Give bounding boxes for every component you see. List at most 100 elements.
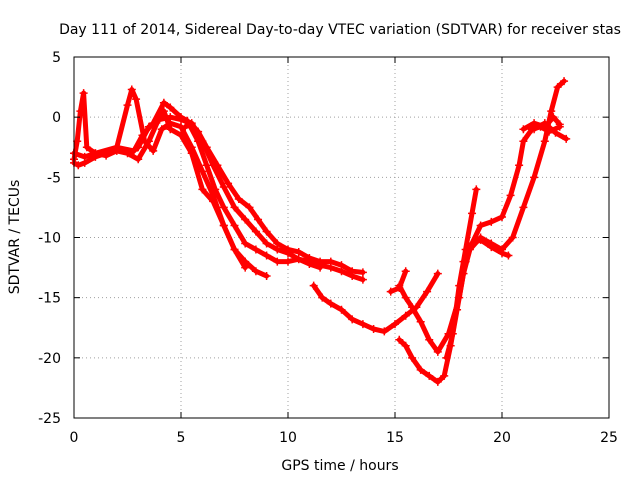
data-point xyxy=(155,115,164,124)
data-point xyxy=(540,137,549,146)
x-tick-label: 5 xyxy=(177,430,186,446)
data-point xyxy=(416,317,425,326)
data-point xyxy=(540,122,549,131)
data-point xyxy=(166,113,175,122)
data-point xyxy=(472,185,481,194)
data-point xyxy=(504,251,513,260)
data-point xyxy=(144,122,153,131)
data-point xyxy=(508,233,517,242)
x-tick-label: 10 xyxy=(279,430,297,446)
data-point xyxy=(134,155,143,164)
data-point xyxy=(519,137,528,146)
data-point xyxy=(551,128,560,137)
data-point xyxy=(309,281,318,290)
series-line xyxy=(71,87,270,279)
data-point xyxy=(498,249,506,258)
data-point xyxy=(219,182,228,191)
data-point xyxy=(506,191,515,200)
data-point xyxy=(262,272,271,281)
series-sat-f xyxy=(309,269,442,336)
data-point xyxy=(251,267,260,276)
y-tick-label: -5 xyxy=(47,170,61,186)
grid xyxy=(74,57,609,418)
data-point xyxy=(316,257,325,266)
data-point xyxy=(198,167,207,176)
data-point xyxy=(448,329,457,338)
x-tick-label: 20 xyxy=(493,430,511,446)
data-point xyxy=(187,143,196,152)
data-point xyxy=(134,143,143,152)
data-point xyxy=(241,257,250,266)
data-point xyxy=(230,245,239,254)
y-tick-label: -25 xyxy=(38,411,61,427)
data-point xyxy=(251,245,260,254)
series-line xyxy=(396,124,563,355)
data-point xyxy=(241,215,250,224)
data-point xyxy=(262,251,271,260)
data-point xyxy=(294,255,303,264)
y-tick-label: -15 xyxy=(38,291,61,307)
data-point xyxy=(254,215,263,224)
data-point xyxy=(318,293,327,302)
data-point xyxy=(74,161,83,170)
data-point xyxy=(82,143,91,152)
y-tick-label: -20 xyxy=(38,351,61,367)
data-point xyxy=(386,287,395,296)
data-point xyxy=(157,125,166,134)
data-point xyxy=(348,267,357,276)
data-point xyxy=(553,83,562,92)
data-point xyxy=(459,257,468,266)
data-point xyxy=(549,113,558,122)
data-point xyxy=(73,137,82,146)
data-point xyxy=(219,203,228,212)
data-point xyxy=(213,161,222,170)
data-point xyxy=(395,281,404,290)
data-point xyxy=(194,127,203,136)
y-tick-label: 5 xyxy=(52,50,61,66)
data-point xyxy=(234,194,243,203)
data-point xyxy=(159,98,168,107)
data-point xyxy=(241,239,250,248)
data-point xyxy=(476,221,485,230)
data-point xyxy=(219,221,228,230)
chart-title: Day 111 of 2014, Sidereal Day-to-day VTE… xyxy=(59,22,621,38)
data-point xyxy=(262,239,271,248)
data-point xyxy=(326,299,335,308)
data-point xyxy=(391,320,399,329)
series-sat-k xyxy=(459,235,513,266)
data-point xyxy=(425,371,434,380)
data-point xyxy=(440,371,449,380)
data-point xyxy=(487,243,496,252)
data-point xyxy=(181,122,190,131)
data-point xyxy=(408,303,417,312)
data-point xyxy=(251,227,260,236)
data-point xyxy=(202,143,211,152)
data-point xyxy=(423,287,432,296)
data-point xyxy=(262,227,271,236)
data-point xyxy=(560,77,569,86)
data-point xyxy=(211,185,220,194)
data-point xyxy=(487,217,496,226)
data-point xyxy=(284,245,292,254)
x-tick-label: 25 xyxy=(600,430,618,446)
data-point xyxy=(468,209,477,218)
data-point xyxy=(305,253,314,262)
series-sat-a xyxy=(70,89,250,272)
x-axis-label: GPS time / hours xyxy=(281,458,398,474)
series-sat-b xyxy=(70,85,271,281)
data-point xyxy=(468,239,477,248)
data-point xyxy=(127,85,136,94)
series-group xyxy=(70,77,571,386)
data-point xyxy=(273,239,282,248)
data-point xyxy=(442,353,451,362)
data-point xyxy=(358,275,367,284)
data-point xyxy=(123,101,132,110)
data-point xyxy=(294,247,303,256)
data-point xyxy=(562,134,571,143)
data-point xyxy=(76,107,85,116)
data-point xyxy=(530,173,539,182)
y-axis-label: SDTVAR / TECUs xyxy=(7,180,23,295)
y-tick-label: 0 xyxy=(52,110,61,126)
axis-ticks: 0 5 10 15 20 25 -25 -20 -15 -10 -5 0 5 xyxy=(38,50,618,446)
data-point xyxy=(555,120,564,129)
